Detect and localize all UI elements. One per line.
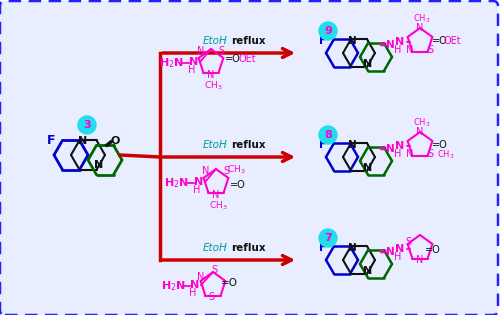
Text: N: N xyxy=(202,166,209,176)
Circle shape xyxy=(319,126,337,144)
Text: H: H xyxy=(194,185,200,195)
Text: $\mathdefault{CH_3}$: $\mathdefault{CH_3}$ xyxy=(437,149,455,161)
Text: S: S xyxy=(405,237,411,247)
Text: N: N xyxy=(416,255,424,265)
Text: F: F xyxy=(320,243,327,253)
Text: H$_2$N: H$_2$N xyxy=(158,56,184,70)
Text: N: N xyxy=(406,149,414,159)
Text: O: O xyxy=(110,136,120,146)
Text: $\mathdefault{CH_3}$: $\mathdefault{CH_3}$ xyxy=(226,164,246,176)
Text: $\mathdefault{CH_3}$: $\mathdefault{CH_3}$ xyxy=(413,13,431,25)
Text: =O: =O xyxy=(432,36,448,46)
Text: H: H xyxy=(394,149,402,159)
Text: N: N xyxy=(364,59,372,69)
Text: N: N xyxy=(190,57,198,67)
Text: S: S xyxy=(223,166,229,176)
Text: H: H xyxy=(394,45,402,55)
Text: N: N xyxy=(78,136,88,146)
Circle shape xyxy=(319,229,337,247)
Text: S: S xyxy=(211,265,217,275)
Text: reflux: reflux xyxy=(230,36,266,46)
Text: N: N xyxy=(198,272,204,282)
Text: OEt: OEt xyxy=(443,36,461,46)
Text: reflux: reflux xyxy=(230,243,266,253)
Text: S: S xyxy=(218,46,224,56)
Text: N: N xyxy=(416,23,424,33)
Text: EtoH: EtoH xyxy=(202,140,228,150)
Text: $\mathdefault{CH_3}$: $\mathdefault{CH_3}$ xyxy=(413,117,431,129)
Text: N: N xyxy=(208,70,214,80)
Text: N: N xyxy=(396,37,404,47)
Text: N: N xyxy=(396,141,404,151)
Text: $\mathdefault{=\!\!N}$: $\mathdefault{=\!\!N}$ xyxy=(376,38,396,50)
Text: EtoH: EtoH xyxy=(202,36,228,46)
Text: $\mathdefault{=\!\!N}$: $\mathdefault{=\!\!N}$ xyxy=(376,245,396,257)
Text: 9: 9 xyxy=(324,26,332,36)
Text: EtoH: EtoH xyxy=(202,243,228,253)
Text: N: N xyxy=(198,46,204,56)
Text: =O: =O xyxy=(432,140,448,150)
Text: OEt: OEt xyxy=(238,54,256,64)
Text: S: S xyxy=(427,45,433,55)
Text: H$_2$N: H$_2$N xyxy=(164,176,188,190)
Text: H: H xyxy=(188,65,196,75)
Text: H$_2$N: H$_2$N xyxy=(160,279,186,293)
Text: $\mathdefault{CH_3}$: $\mathdefault{CH_3}$ xyxy=(208,200,228,212)
Text: N: N xyxy=(190,280,200,290)
Text: 3: 3 xyxy=(83,120,91,130)
Text: =O: =O xyxy=(220,278,238,288)
Text: F: F xyxy=(320,140,327,150)
Text: $\mathdefault{CH_3}$: $\mathdefault{CH_3}$ xyxy=(204,80,223,92)
Text: F: F xyxy=(320,36,327,46)
Text: N: N xyxy=(416,127,424,137)
Text: =O: =O xyxy=(425,245,441,255)
Text: N: N xyxy=(94,160,104,170)
Text: F: F xyxy=(47,134,55,146)
Text: S: S xyxy=(427,149,433,159)
Circle shape xyxy=(319,22,337,40)
Text: N: N xyxy=(406,45,414,55)
Text: N: N xyxy=(348,243,356,253)
Text: N: N xyxy=(396,244,404,254)
Text: N: N xyxy=(348,36,356,46)
Text: N: N xyxy=(348,140,356,150)
Text: $\mathdefault{=\!\!N}$: $\mathdefault{=\!\!N}$ xyxy=(376,142,396,154)
Text: reflux: reflux xyxy=(230,140,266,150)
Text: 7: 7 xyxy=(324,233,332,243)
Text: N: N xyxy=(194,177,203,187)
Text: H: H xyxy=(190,288,196,298)
Text: S: S xyxy=(208,292,214,302)
Text: =O: =O xyxy=(225,54,241,64)
Text: N: N xyxy=(364,163,372,173)
Text: =O: =O xyxy=(230,180,246,190)
Text: N: N xyxy=(364,266,372,276)
Text: H: H xyxy=(394,252,402,262)
Text: N: N xyxy=(212,190,220,200)
Text: 8: 8 xyxy=(324,130,332,140)
Circle shape xyxy=(78,116,96,134)
